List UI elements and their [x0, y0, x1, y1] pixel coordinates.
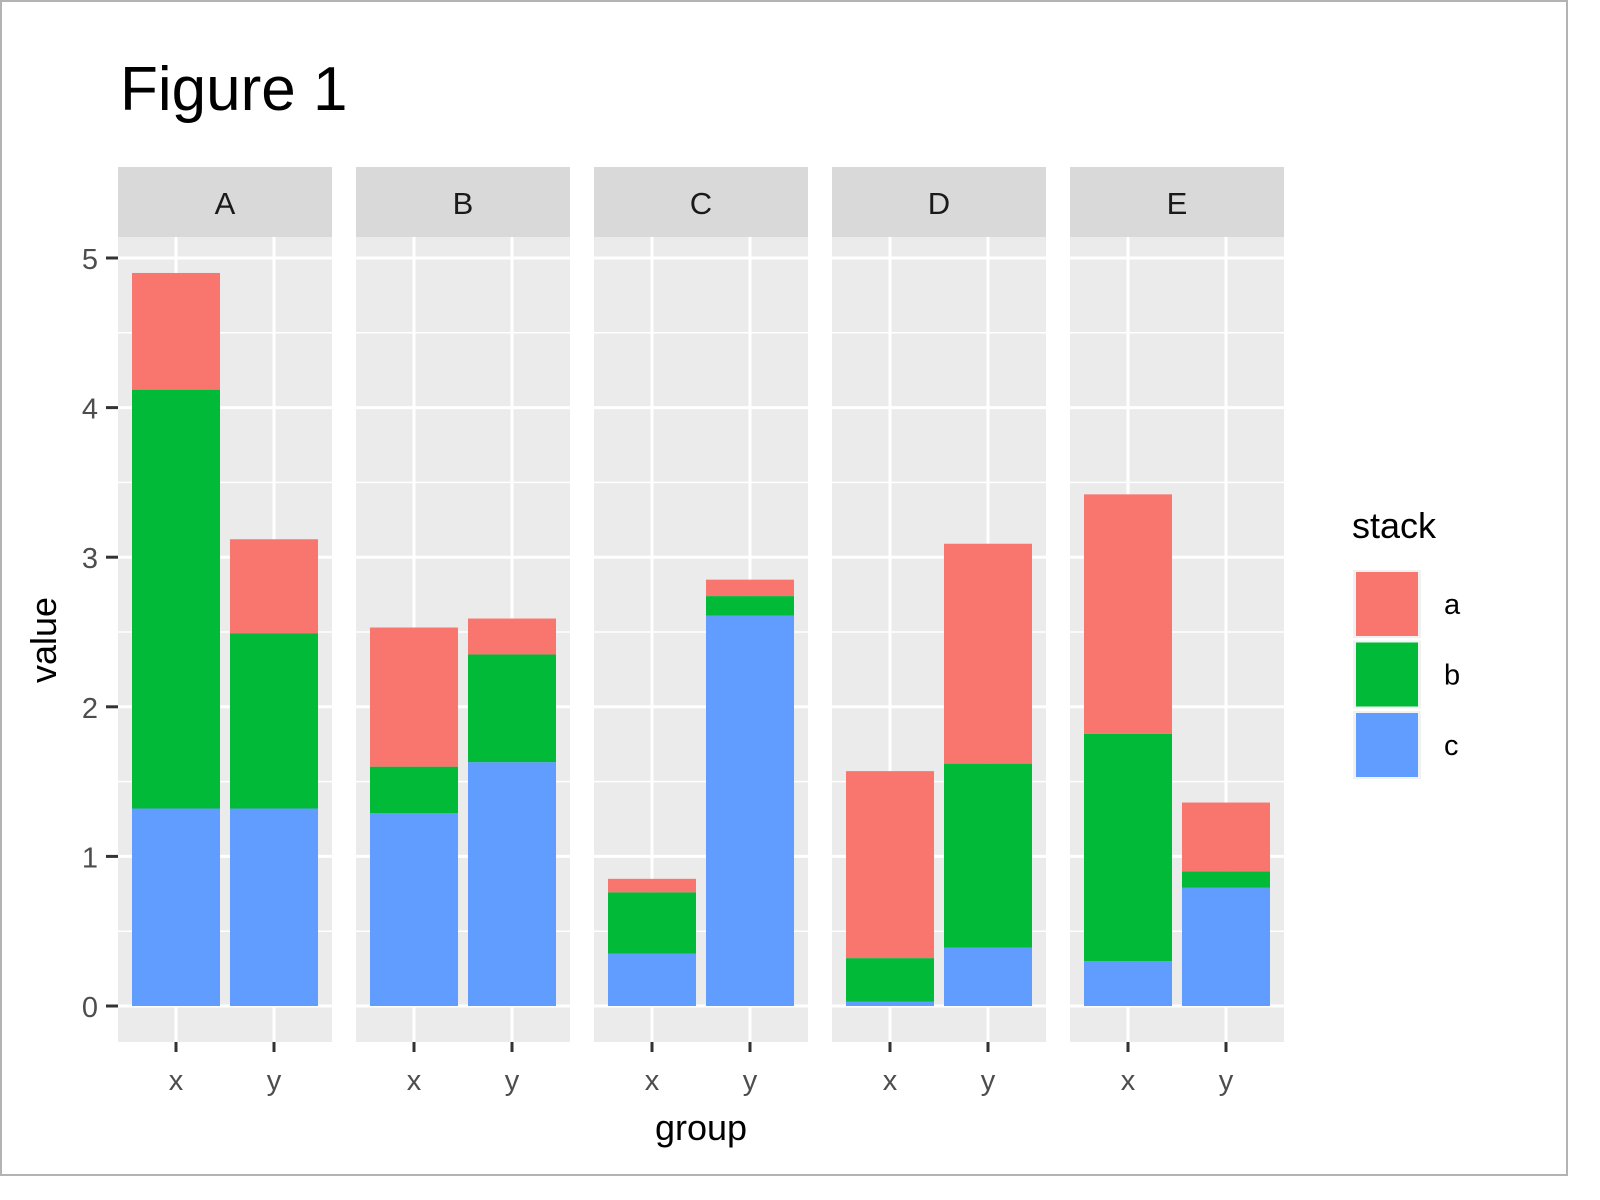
bar-segment-A-y-a [230, 539, 318, 634]
bar-segment-C-y-c [706, 615, 794, 1006]
bar-segment-D-x-b [846, 958, 934, 1002]
legend-label-a: a [1444, 589, 1461, 621]
facet-strip-label: A [215, 186, 236, 221]
bar-segment-E-y-a [1182, 802, 1270, 872]
facet-panel-A: Ax y [118, 167, 332, 1097]
x-tick-label: y [981, 1065, 996, 1097]
facet-strip-label: B [453, 186, 474, 221]
bar-segment-D-x-a [846, 771, 934, 959]
bar-segment-A-x-a [132, 272, 220, 390]
y-tick-label: 5 [82, 244, 98, 276]
legend: stack a b c [1352, 505, 1461, 779]
x-tick-label: y [505, 1065, 520, 1097]
x-tick-label: y [1219, 1065, 1234, 1097]
bar-segment-C-x-b [608, 892, 696, 954]
x-axis-label: group [655, 1107, 747, 1148]
facet-strip-label: D [928, 186, 950, 221]
bar-segment-C-y-a [706, 579, 794, 597]
legend-swatch-b [1356, 642, 1418, 707]
y-axis-label: value [23, 597, 64, 683]
facet-strip [356, 167, 570, 237]
x-tick-label: x [883, 1065, 898, 1097]
legend-swatch-c [1356, 713, 1418, 777]
legend-label-b: b [1444, 660, 1460, 692]
y-tick-label: 2 [82, 693, 98, 725]
x-tick-label: x [1121, 1065, 1136, 1097]
bar-segment-E-y-b [1182, 871, 1270, 888]
y-tick-label: 0 [82, 992, 98, 1024]
y-axis: 0 1 2 3 4 5 [82, 244, 118, 1024]
facet-strip [594, 167, 808, 237]
x-tick-label: x [169, 1065, 184, 1097]
facet-strip [832, 167, 1046, 237]
bar-segment-B-y-c [468, 762, 556, 1006]
legend-swatch-a [1356, 572, 1418, 636]
bar-segment-B-x-c [370, 813, 458, 1006]
bar-segment-A-y-c [230, 808, 318, 1006]
facet-panel-C: Cx y [594, 167, 808, 1097]
facet-strip-label: E [1167, 186, 1188, 221]
bar-segment-A-y-b [230, 633, 318, 809]
facet-strip-label: C [690, 186, 712, 221]
facet-panels: Ax y Bx y Cx y Dx y Ex y [118, 167, 1284, 1097]
legend-label-c: c [1444, 730, 1459, 762]
facet-strip [1070, 167, 1284, 237]
bar-segment-B-y-a [468, 618, 556, 655]
bar-segment-B-x-b [370, 766, 458, 814]
y-tick-label: 1 [82, 842, 98, 874]
bar-segment-C-x-a [608, 878, 696, 893]
bar-segment-C-x-c [608, 953, 696, 1006]
figure-border [0, 0, 1568, 1176]
bar-segment-E-x-a [1084, 494, 1172, 734]
bar-segment-A-x-c [132, 808, 220, 1006]
x-tick-label: x [645, 1065, 660, 1097]
y-tick-label: 4 [82, 394, 98, 426]
bar-segment-E-x-b [1084, 733, 1172, 962]
bar-segment-B-x-a [370, 627, 458, 767]
x-tick-label: x [407, 1065, 422, 1097]
bar-segment-D-x-c [846, 1001, 934, 1006]
bar-segment-D-y-b [944, 763, 1032, 948]
chart-title: Figure 1 [120, 55, 347, 124]
legend-title: stack [1352, 505, 1437, 546]
bar-segment-D-y-a [944, 543, 1032, 764]
bar-segment-E-x-c [1084, 961, 1172, 1006]
y-tick-label: 3 [82, 543, 98, 575]
bar-segment-E-y-c [1182, 887, 1270, 1006]
facet-panel-D: Dx y [832, 167, 1046, 1097]
bar-segment-A-x-b [132, 389, 220, 809]
bar-segment-D-y-c [944, 947, 1032, 1006]
x-tick-label: y [267, 1065, 282, 1097]
facet-strip [118, 167, 332, 237]
bar-segment-C-y-b [706, 596, 794, 616]
facet-panel-E: Ex y [1070, 167, 1284, 1097]
bar-segment-B-y-b [468, 654, 556, 763]
x-tick-label: y [743, 1065, 758, 1097]
facet-panel-B: Bx y [356, 167, 570, 1097]
